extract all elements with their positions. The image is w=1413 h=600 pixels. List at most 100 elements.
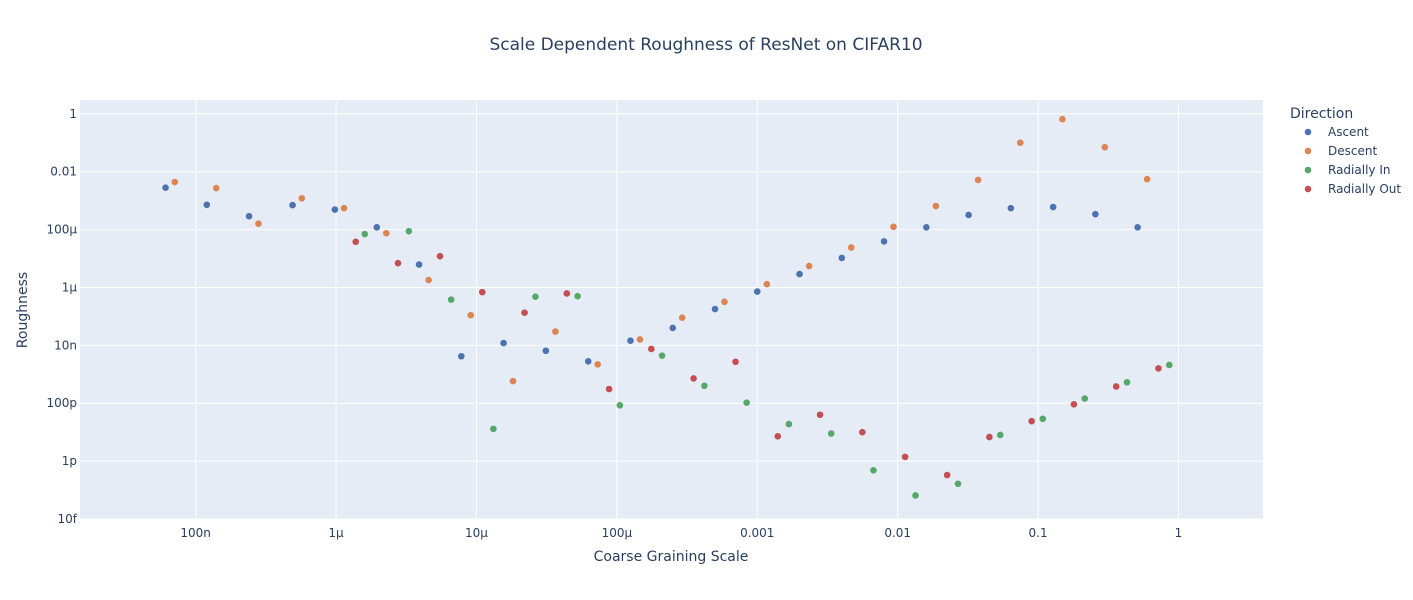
legend-item[interactable]: Ascent	[1304, 125, 1369, 139]
legend-item[interactable]: Radially Out	[1304, 182, 1402, 196]
y-tick-label: 1p	[62, 454, 77, 468]
data-point[interactable]	[490, 425, 497, 433]
data-point[interactable]	[901, 453, 909, 461]
data-point[interactable]	[1039, 415, 1047, 423]
data-point[interactable]	[574, 292, 581, 300]
data-point[interactable]	[532, 293, 539, 300]
y-axis-title: Roughness	[15, 272, 31, 348]
data-point[interactable]	[965, 211, 972, 219]
data-point[interactable]	[616, 401, 624, 409]
data-point[interactable]	[1155, 365, 1162, 372]
legend-item[interactable]: Radially In	[1304, 163, 1391, 177]
data-point[interactable]	[658, 352, 666, 359]
data-point[interactable]	[774, 433, 782, 440]
data-point[interactable]	[678, 314, 686, 322]
data-point[interactable]	[711, 305, 719, 313]
data-point[interactable]	[203, 201, 211, 209]
data-point[interactable]	[563, 290, 571, 297]
data-point[interactable]	[701, 382, 708, 390]
series-ascent[interactable]	[162, 184, 1141, 365]
data-point[interactable]	[827, 430, 835, 437]
data-point[interactable]	[753, 288, 761, 295]
data-point[interactable]	[467, 311, 475, 319]
data-point[interactable]	[816, 411, 824, 419]
data-point[interactable]	[521, 309, 528, 316]
data-point[interactable]	[289, 201, 296, 209]
data-point[interactable]	[447, 296, 455, 303]
data-point[interactable]	[690, 375, 697, 382]
data-point[interactable]	[1143, 175, 1151, 183]
data-point[interactable]	[1092, 210, 1099, 218]
data-point[interactable]	[255, 220, 262, 227]
data-point[interactable]	[923, 223, 930, 231]
data-point[interactable]	[1059, 115, 1066, 123]
data-point[interactable]	[1028, 417, 1035, 425]
data-point[interactable]	[721, 298, 728, 306]
data-point[interactable]	[796, 270, 803, 278]
data-point[interactable]	[805, 262, 813, 270]
y-tick-label: 0.01	[50, 165, 77, 179]
data-point[interactable]	[458, 352, 465, 360]
data-point[interactable]	[340, 204, 348, 212]
data-point[interactable]	[331, 206, 339, 213]
data-point[interactable]	[361, 230, 369, 238]
data-point[interactable]	[954, 480, 962, 488]
data-point[interactable]	[838, 254, 846, 262]
data-point[interactable]	[648, 345, 655, 353]
data-point[interactable]	[383, 229, 390, 237]
data-point[interactable]	[859, 428, 866, 436]
data-point[interactable]	[415, 261, 423, 268]
data-point[interactable]	[394, 259, 402, 267]
legend-item[interactable]: Descent	[1304, 144, 1378, 158]
data-point[interactable]	[436, 252, 444, 260]
data-point[interactable]	[986, 433, 993, 441]
data-point[interactable]	[478, 288, 486, 296]
series-radially-in[interactable]	[361, 227, 1173, 499]
data-point[interactable]	[352, 238, 360, 246]
data-point[interactable]	[847, 244, 855, 251]
data-point[interactable]	[1007, 204, 1015, 212]
data-point[interactable]	[627, 337, 634, 344]
data-point[interactable]	[594, 361, 601, 368]
data-point[interactable]	[405, 227, 413, 235]
data-point[interactable]	[880, 238, 888, 245]
data-point[interactable]	[932, 202, 940, 210]
data-point[interactable]	[1101, 143, 1109, 151]
data-point[interactable]	[1049, 203, 1057, 211]
data-point[interactable]	[870, 467, 877, 474]
data-point[interactable]	[245, 212, 253, 220]
data-point[interactable]	[509, 377, 517, 385]
data-point[interactable]	[1081, 395, 1089, 402]
data-point[interactable]	[1165, 361, 1173, 369]
data-point[interactable]	[1016, 139, 1024, 147]
data-point[interactable]	[212, 184, 220, 192]
data-point[interactable]	[669, 324, 677, 332]
data-point[interactable]	[542, 347, 550, 355]
data-point[interactable]	[890, 223, 897, 231]
data-point[interactable]	[1134, 223, 1141, 231]
data-point[interactable]	[552, 328, 559, 335]
data-point[interactable]	[584, 358, 592, 365]
data-point[interactable]	[1070, 400, 1078, 408]
data-point[interactable]	[425, 276, 432, 284]
data-point[interactable]	[943, 471, 951, 479]
series-radially-out[interactable]	[352, 238, 1162, 479]
data-points[interactable]	[162, 115, 1173, 499]
data-point[interactable]	[974, 176, 982, 184]
data-point[interactable]	[162, 184, 169, 191]
data-point[interactable]	[732, 358, 739, 366]
data-point[interactable]	[996, 431, 1004, 439]
data-point[interactable]	[1123, 378, 1131, 386]
data-point[interactable]	[298, 195, 306, 202]
data-point[interactable]	[743, 399, 750, 406]
series-descent[interactable]	[171, 115, 1151, 385]
data-point[interactable]	[912, 492, 919, 499]
data-point[interactable]	[1112, 383, 1120, 390]
data-point[interactable]	[785, 420, 793, 428]
data-point[interactable]	[500, 339, 507, 347]
data-point[interactable]	[636, 336, 644, 343]
data-point[interactable]	[171, 178, 179, 186]
data-point[interactable]	[373, 223, 381, 231]
data-point[interactable]	[763, 280, 771, 288]
data-point[interactable]	[605, 385, 613, 393]
